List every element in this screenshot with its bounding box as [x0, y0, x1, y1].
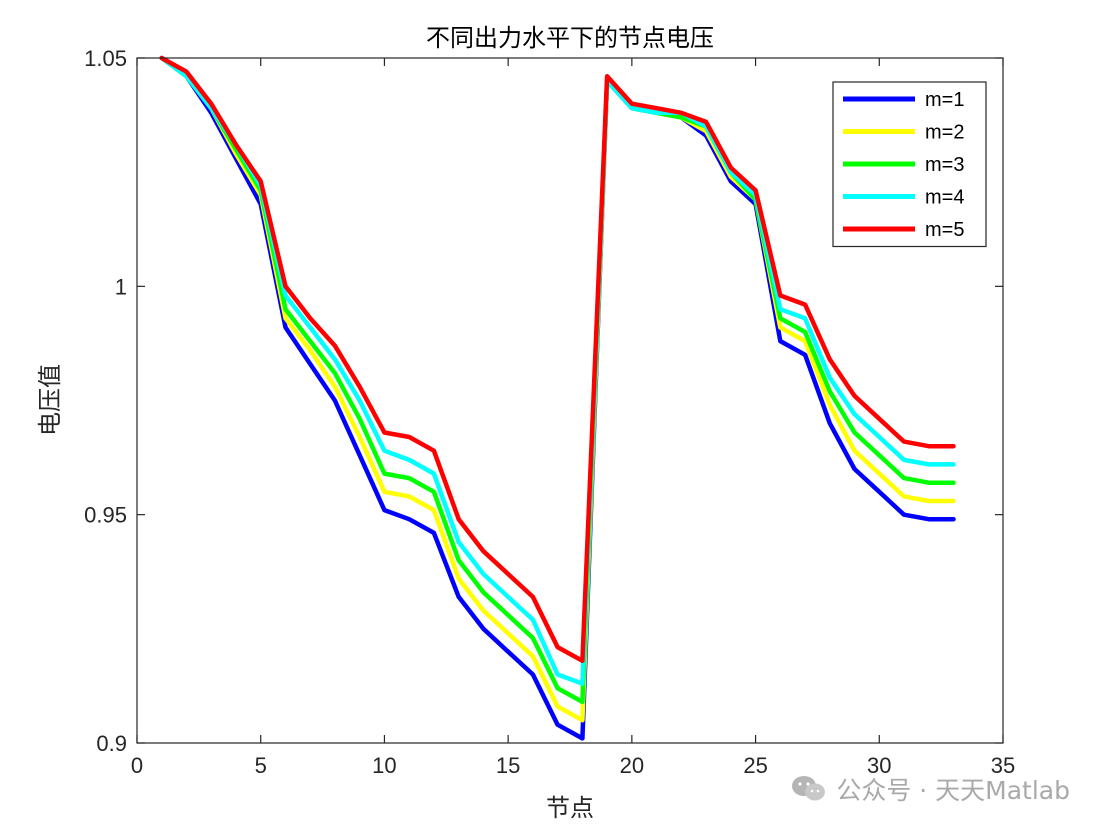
watermark: 公众号 · 天天Matlab [790, 771, 1070, 807]
x-tick-label: 25 [743, 753, 767, 778]
x-tick-label: 10 [372, 753, 396, 778]
x-axis-title: 节点 [546, 794, 594, 822]
x-tick-label: 35 [991, 753, 1015, 778]
series-line-m=3 [159, 55, 956, 705]
series-line-m=2 [159, 55, 956, 723]
x-tick-label: 5 [255, 753, 267, 778]
series-line-m=4 [159, 55, 956, 686]
chart-title: 不同出力水平下的节点电压 [426, 24, 714, 52]
y-tick-label: 0.9 [96, 731, 127, 756]
series-layer [159, 55, 956, 741]
y-tick-label: 1.05 [84, 46, 127, 71]
y-tick-label: 1 [115, 274, 127, 299]
watermark-text: 公众号 · 天天Matlab [836, 776, 1070, 805]
legend-label: m=1 [925, 89, 964, 111]
series-line-m=1 [159, 55, 956, 741]
x-tick-label: 15 [496, 753, 520, 778]
ticks-layer: 0 5 10 15 20 25 30 35 0.9 0.95 1 1.05 [84, 46, 1015, 778]
x-tick-label: 0 [131, 753, 143, 778]
x-tick-label: 20 [620, 753, 644, 778]
x-tick-label: 30 [867, 753, 891, 778]
legend: m=1 m=2 m=3 m=4 m=5 [832, 81, 987, 248]
legend-label: m=5 [925, 219, 964, 241]
plot-frame [136, 57, 1004, 744]
y-tick-label: 0.95 [84, 503, 127, 528]
wechat-icon [792, 776, 826, 801]
y-axis-title: 电压值 [36, 364, 64, 436]
legend-label: m=4 [925, 187, 964, 209]
legend-label: m=3 [925, 154, 964, 176]
legend-label: m=2 [925, 122, 964, 144]
series-line-m=5 [159, 55, 956, 664]
